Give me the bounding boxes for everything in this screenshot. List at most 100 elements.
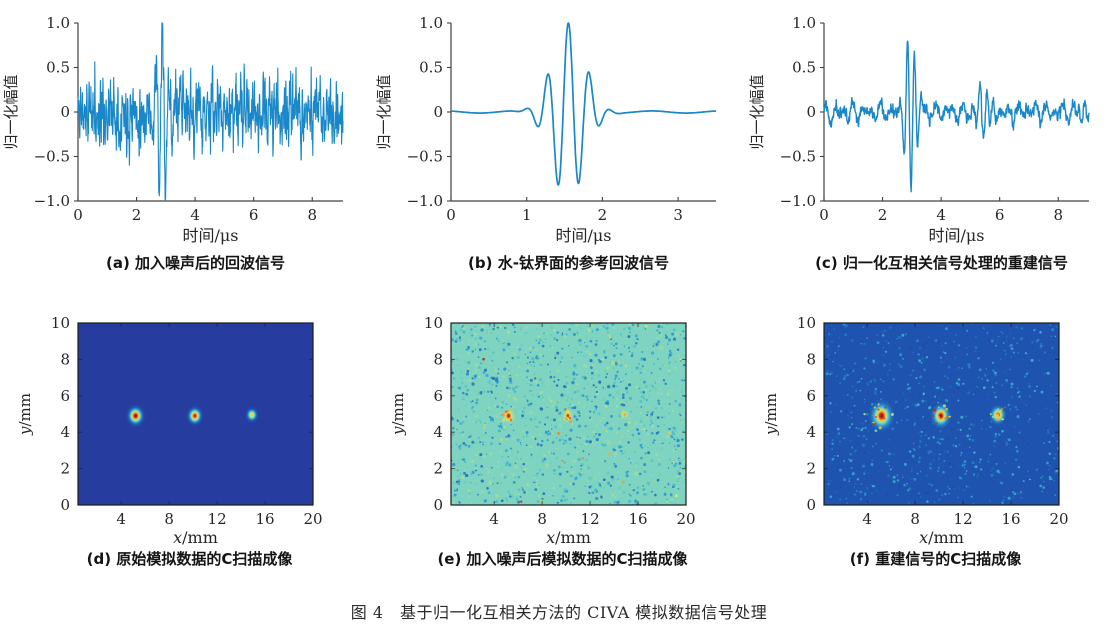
svg-text:归一化幅值: 归一化幅值 [375,74,393,149]
svg-text:2: 2 [806,460,816,478]
tick-labels: 4 8 12 16 20 0 2 4 6 8 10 [797,314,1069,528]
svg-text:1.0: 1.0 [792,14,816,32]
svg-text:−1.0: −1.0 [407,192,443,210]
svg-text:6: 6 [249,206,259,224]
tick-marks [824,322,1060,506]
x-axis-label: x/mm [546,528,591,546]
svg-text:16: 16 [1001,510,1020,528]
svg-text:16: 16 [255,510,274,528]
tick-marks [447,22,679,202]
svg-text:2: 2 [433,460,443,478]
svg-text:−0.5: −0.5 [34,148,70,166]
svg-text:8: 8 [806,350,816,368]
defect-spot [244,406,259,424]
svg-text:4: 4 [862,510,872,528]
tick-labels: 1.00.50−0.5−1.00 2 4 6 8 [780,14,1063,224]
svg-text:1.0: 1.0 [46,14,70,32]
y-axis-label: 归一化幅值 [375,74,393,149]
panel-b-caption: (b) 水-钛界面的参考回波信号 [468,254,669,272]
y-axis-label: y/mm [389,393,407,436]
svg-text:0: 0 [73,206,83,224]
y-axis-label: 归一化幅值 [2,74,20,149]
x-axis-label: 时间/μs [555,226,611,245]
y-axis-label: 归一化幅值 [748,74,766,149]
svg-text:归一化幅值: 归一化幅值 [2,74,20,149]
panel-d-plot: 4 8 12 16 20 0 2 4 6 8 10 y/mm x/mm [16,314,323,546]
heatmap-image [451,323,686,505]
heatmap-border [77,322,314,506]
svg-text:−1.0: −1.0 [780,192,816,210]
svg-text:−1.0: −1.0 [34,192,70,210]
svg-text:20: 20 [1049,510,1068,528]
svg-text:时间/μs: 时间/μs [928,226,984,245]
svg-text:6: 6 [995,206,1005,224]
tick-labels: 1.00.50−0.5−1.00 2 4 6 8 [34,14,317,224]
defect-spot [126,404,146,428]
signal-trace [450,22,717,186]
heatmap-image [824,323,1059,505]
svg-text:8: 8 [164,510,174,528]
svg-text:时间/μs: 时间/μs [555,226,611,245]
svg-text:0: 0 [60,496,70,514]
heatmap-image [78,323,313,505]
tick-marks [451,322,687,506]
panel-b: 1.0 0.5 0 −0.5 −1.0 0 1 2 3 归一化幅值 时间/μs (b) 水-钛界面的… [373,0,746,296]
svg-text:8: 8 [537,510,547,528]
svg-text:−0.5: −0.5 [780,148,816,166]
svg-text:4: 4 [60,423,70,441]
svg-text:x/mm: x/mm [546,528,591,546]
svg-text:8: 8 [1053,206,1063,224]
svg-text:6: 6 [806,387,816,405]
x-axis-label: x/mm [919,528,964,546]
signal-trace [823,40,1090,193]
panel-a: 1.0 0.5 0 −0.5 −1.0 0 2 4 6 8 归一化幅值 时间/μs (a) 加入噪声后… [0,0,373,296]
svg-text:y/mm: y/mm [762,393,780,436]
svg-text:y/mm: y/mm [389,393,407,436]
svg-text:3: 3 [673,206,683,224]
panel-e-plot: 4 8 12 16 20 0 2 4 6 8 10 y/mm x/mm [389,314,696,546]
y-axis-label: y/mm [16,393,34,436]
svg-text:8: 8 [307,206,317,224]
tick-labels: 4 8 12 16 20 0 2 4 6 8 10 [51,314,323,528]
tick-labels: 4 8 12 16 20 0 2 4 6 8 10 [424,314,696,528]
panel-a-caption: (a) 加入噪声后的回波信号 [105,254,286,272]
svg-text:16: 16 [628,510,647,528]
defect-spot [186,405,204,426]
svg-text:4: 4 [116,510,126,528]
signal-trace [77,22,344,202]
tick-marks [78,322,314,506]
noise-speckles [824,323,1059,505]
svg-text:1.0: 1.0 [419,14,443,32]
panel-f: 4 8 12 16 20 0 2 4 6 8 10 y/mm x/mm (f) 重建信号的C扫描成像 [746,300,1118,578]
panel-c: 1.0 0.5 0 −0.5 −1.0 0 2 4 6 8 归一化幅值 时间/μs (c) 归一化互相… [746,0,1118,296]
svg-text:0.5: 0.5 [46,59,70,77]
panel-f-plot: 4 8 12 16 20 0 2 4 6 8 10 y/mm x/mm [762,314,1069,546]
svg-text:12: 12 [208,510,227,528]
svg-text:1: 1 [522,206,532,224]
svg-text:6: 6 [60,387,70,405]
panel-e-caption: (e) 加入噪声后模拟数据的C扫描成像 [437,550,688,568]
svg-text:归一化幅值: 归一化幅值 [748,74,766,149]
svg-text:6: 6 [433,387,443,405]
svg-text:2: 2 [132,206,142,224]
svg-text:0: 0 [806,103,816,121]
tick-marks [74,22,313,202]
svg-text:10: 10 [51,314,70,332]
heatmap-border [450,322,687,506]
tick-labels: 1.00.50−0.5−1.00 1 2 3 [407,14,683,224]
svg-text:12: 12 [954,510,973,528]
figure-caption: 图 4 基于归一化互相关方法的 CIVA 模拟数据信号处理 [350,603,768,622]
svg-text:y/mm: y/mm [16,393,34,436]
panel-e: 4 8 12 16 20 0 2 4 6 8 10 y/mm x/mm (e) 加入噪声后模拟数据的C扫… [373,300,746,578]
svg-text:0: 0 [819,206,829,224]
svg-text:−0.5: −0.5 [407,148,443,166]
svg-text:0: 0 [806,496,816,514]
noise-speckles [451,323,686,505]
svg-text:8: 8 [910,510,920,528]
svg-text:20: 20 [303,510,322,528]
svg-text:0: 0 [60,103,70,121]
svg-text:2: 2 [878,206,888,224]
x-axis-label: 时间/μs [182,226,238,245]
